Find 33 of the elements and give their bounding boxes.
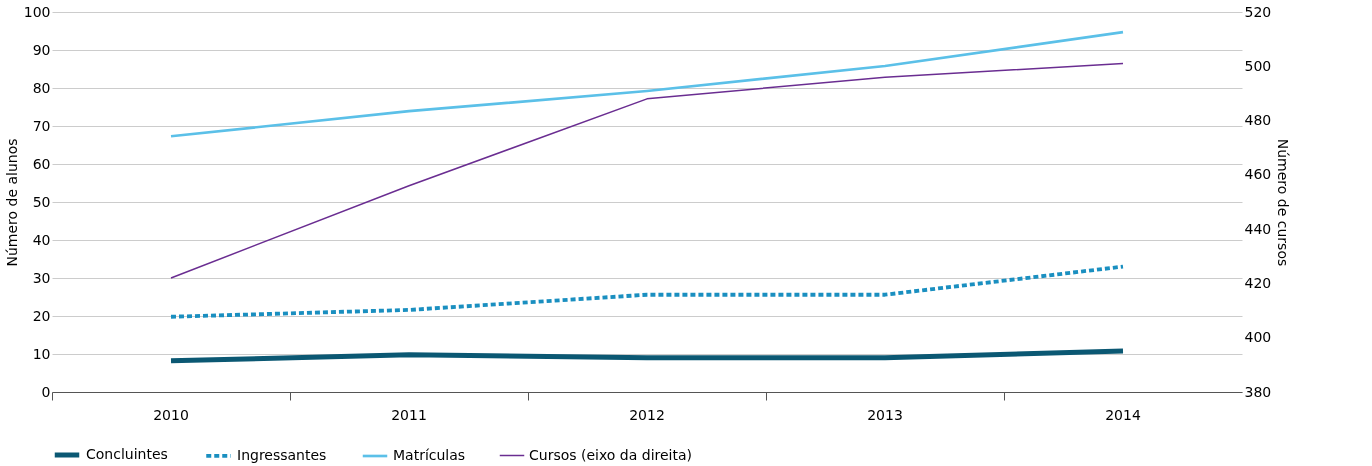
legend-label: Ingressantes: [237, 446, 327, 463]
x-tick-label: 2011: [391, 406, 427, 423]
y2-tick-label: 420: [1244, 274, 1272, 291]
x-tick-label: 2012: [629, 406, 665, 423]
line-series: [169, 264, 1125, 319]
legend-label: Concluintes: [86, 446, 168, 462]
line-series: [170, 62, 1124, 279]
y2-tick-label: 460: [1244, 166, 1272, 183]
y2-axis-title: Número de cursos: [1275, 138, 1292, 267]
y-tick-label: 80: [32, 79, 51, 96]
y-tick-label: 10: [32, 345, 51, 362]
y-tick-label: 0: [41, 383, 51, 400]
y-axis-title: Número de alunos: [3, 138, 20, 267]
y2-tick-label: 500: [1244, 57, 1272, 74]
y2-tick-label: 480: [1244, 112, 1272, 129]
y2-tick-label: 380: [1244, 383, 1272, 400]
legend-label: Matrículas: [393, 447, 466, 463]
y-tick-label: 60: [32, 155, 51, 172]
line-series: [169, 30, 1125, 138]
y-tick-label: 70: [32, 117, 51, 134]
x-tick-label: 2010: [153, 406, 189, 423]
y2-tick-label: 440: [1244, 220, 1272, 237]
y-tick-label: 50: [32, 193, 51, 210]
y-tick-label: 100: [23, 3, 51, 20]
y2-tick-label: 520: [1244, 3, 1272, 20]
y-tick-label: 40: [32, 231, 51, 248]
y-tick-label: 90: [32, 41, 51, 58]
legend-label: Cursos (eixo da direita): [529, 446, 693, 463]
y-tick-label: 20: [32, 307, 51, 324]
y2-tick-label: 400: [1244, 329, 1272, 346]
x-tick-label: 2013: [867, 406, 903, 423]
y-tick-label: 30: [32, 269, 51, 286]
x-tick-label: 2014: [1105, 406, 1141, 423]
